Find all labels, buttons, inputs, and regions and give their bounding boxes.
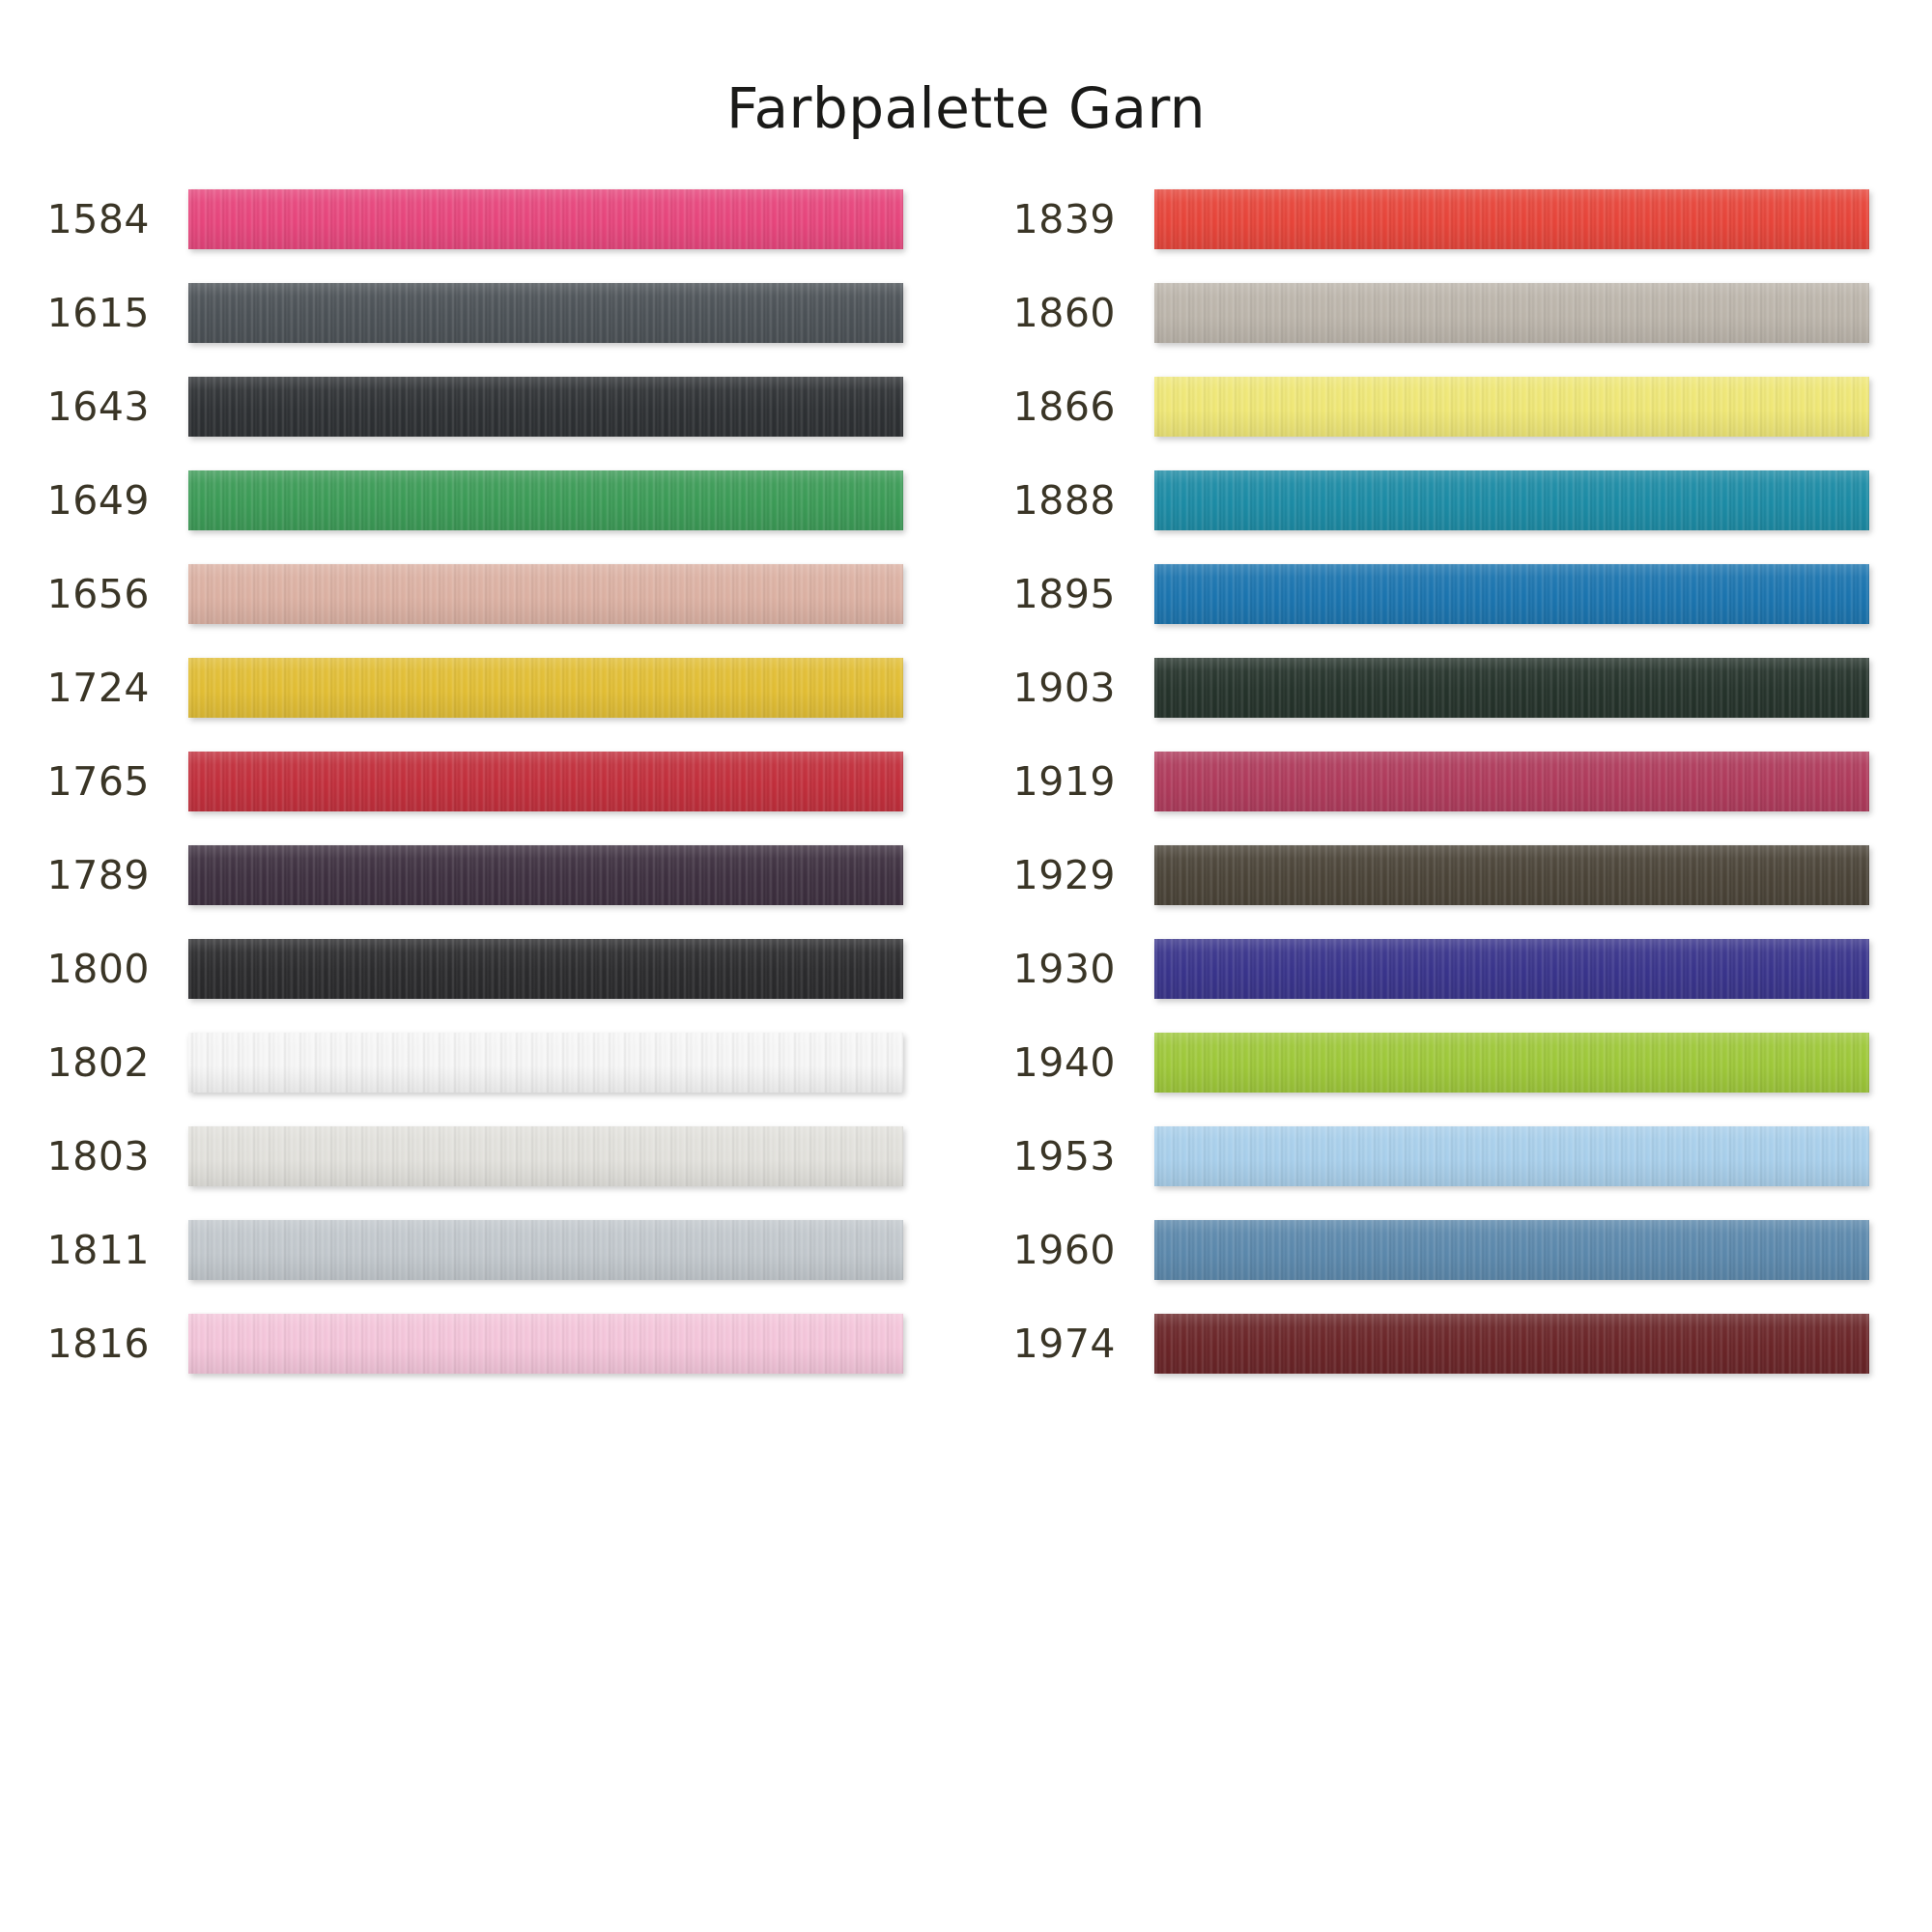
swatch-row: 1929	[966, 845, 1932, 939]
color-swatch-1789[interactable]	[188, 845, 903, 905]
color-swatch-1866[interactable]	[1154, 377, 1869, 437]
color-swatch-1811[interactable]	[188, 1220, 903, 1280]
palette-columns: 1584 1615 1643 1649 1656 1724 1765 1789 1800 1802…	[0, 189, 1932, 1407]
swatch-row: 1919	[966, 752, 1932, 845]
swatch-code-label: 1903	[1012, 665, 1116, 711]
swatch-row: 1866	[966, 377, 1932, 470]
swatch-code-label: 1866	[1012, 384, 1116, 430]
swatch-row: 1656	[0, 564, 966, 658]
swatch-code-label: 1789	[46, 852, 150, 898]
swatch-row: 1860	[966, 283, 1932, 377]
swatch-code-label: 1803	[46, 1133, 150, 1179]
color-swatch-1803[interactable]	[188, 1126, 903, 1186]
color-swatch-1919[interactable]	[1154, 752, 1869, 811]
color-swatch-1800[interactable]	[188, 939, 903, 999]
swatch-code-label: 1895	[1012, 571, 1116, 617]
color-swatch-1656[interactable]	[188, 564, 903, 624]
swatch-row: 1649	[0, 470, 966, 564]
color-swatch-1724[interactable]	[188, 658, 903, 718]
color-swatch-1960[interactable]	[1154, 1220, 1869, 1280]
color-swatch-1940[interactable]	[1154, 1033, 1869, 1093]
page-title: Farbpalette Garn	[725, 75, 1207, 141]
swatch-code-label: 1816	[46, 1321, 150, 1367]
color-swatch-1974[interactable]	[1154, 1314, 1869, 1374]
swatch-code-label: 1888	[1012, 477, 1116, 524]
swatch-row: 1888	[966, 470, 1932, 564]
swatch-row: 1800	[0, 939, 966, 1033]
swatch-code-label: 1974	[1012, 1321, 1116, 1367]
swatch-row: 1816	[0, 1314, 966, 1407]
swatch-code-label: 1811	[46, 1227, 150, 1273]
swatch-row: 1903	[966, 658, 1932, 752]
color-swatch-1584[interactable]	[188, 189, 903, 249]
color-swatch-1802[interactable]	[188, 1033, 903, 1093]
swatch-row: 1839	[966, 189, 1932, 283]
swatch-row: 1802	[0, 1033, 966, 1126]
swatch-code-label: 1919	[1012, 758, 1116, 805]
swatch-code-label: 1940	[1012, 1039, 1116, 1086]
swatch-row: 1930	[966, 939, 1932, 1033]
swatch-code-label: 1615	[46, 290, 150, 336]
swatch-row: 1953	[966, 1126, 1932, 1220]
swatch-code-label: 1643	[46, 384, 150, 430]
swatch-row: 1895	[966, 564, 1932, 658]
color-swatch-1816[interactable]	[188, 1314, 903, 1374]
swatch-code-label: 1765	[46, 758, 150, 805]
swatch-code-label: 1960	[1012, 1227, 1116, 1273]
color-swatch-1929[interactable]	[1154, 845, 1869, 905]
swatch-row: 1940	[966, 1033, 1932, 1126]
color-swatch-1953[interactable]	[1154, 1126, 1869, 1186]
swatch-row: 1803	[0, 1126, 966, 1220]
swatch-row: 1615	[0, 283, 966, 377]
swatch-row: 1643	[0, 377, 966, 470]
swatch-row: 1724	[0, 658, 966, 752]
swatch-code-label: 1860	[1012, 290, 1116, 336]
swatch-row: 1789	[0, 845, 966, 939]
color-swatch-1643[interactable]	[188, 377, 903, 437]
swatch-code-label: 1649	[46, 477, 150, 524]
swatch-code-label: 1724	[46, 665, 150, 711]
swatch-row: 1960	[966, 1220, 1932, 1314]
swatch-code-label: 1953	[1012, 1133, 1116, 1179]
swatch-code-label: 1929	[1012, 852, 1116, 898]
swatch-row: 1584	[0, 189, 966, 283]
swatch-row: 1811	[0, 1220, 966, 1314]
swatch-row: 1974	[966, 1314, 1932, 1407]
color-swatch-1615[interactable]	[188, 283, 903, 343]
color-swatch-1903[interactable]	[1154, 658, 1869, 718]
color-swatch-1888[interactable]	[1154, 470, 1869, 530]
swatch-row: 1765	[0, 752, 966, 845]
color-swatch-1895[interactable]	[1154, 564, 1869, 624]
swatch-code-label: 1930	[1012, 946, 1116, 992]
color-swatch-1649[interactable]	[188, 470, 903, 530]
palette-column-left: 1584 1615 1643 1649 1656 1724 1765 1789 1800 1802…	[0, 189, 966, 1407]
swatch-code-label: 1839	[1012, 196, 1116, 242]
swatch-code-label: 1800	[46, 946, 150, 992]
color-swatch-1839[interactable]	[1154, 189, 1869, 249]
swatch-code-label: 1584	[46, 196, 150, 242]
color-swatch-1860[interactable]	[1154, 283, 1869, 343]
color-swatch-1930[interactable]	[1154, 939, 1869, 999]
color-swatch-1765[interactable]	[188, 752, 903, 811]
palette-column-right: 1839 1860 1866 1888 1895 1903 1919 1929 1930 1940…	[966, 189, 1932, 1407]
swatch-code-label: 1802	[46, 1039, 150, 1086]
swatch-code-label: 1656	[46, 571, 150, 617]
